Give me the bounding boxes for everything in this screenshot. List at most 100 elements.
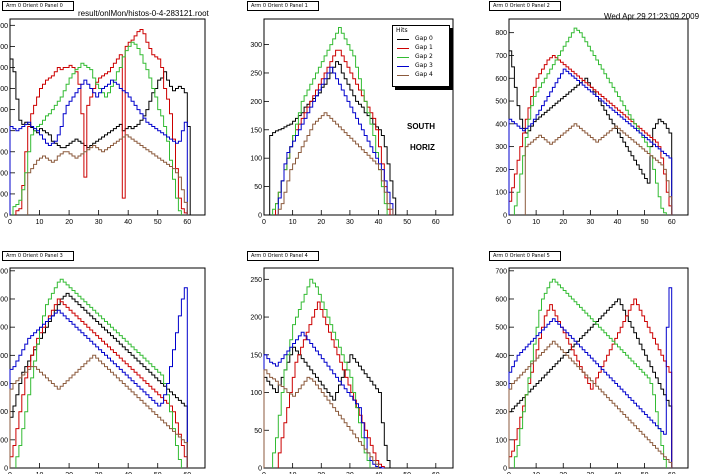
x-tick-label: 40 — [124, 219, 132, 226]
y-tick-label: 700 — [0, 65, 8, 72]
series-line-gap-0 — [9, 58, 194, 216]
x-tick-label: 0 — [8, 219, 12, 226]
series-line-gap-3 — [277, 66, 394, 215]
legend-swatch — [397, 48, 409, 49]
legend-swatch — [397, 39, 409, 40]
series-line-gap-1 — [277, 301, 385, 468]
series-line-gap-2 — [15, 278, 182, 468]
series-line-gap-2 — [513, 278, 667, 468]
legend-item: Gap 3 — [397, 62, 447, 70]
legend-label: Gap 0 — [415, 35, 433, 42]
series-line-gap-4 — [9, 354, 188, 468]
timestamp: Wed Apr 29 21:23:09 2009 — [604, 12, 700, 21]
panel-title: Arm 0 Orient 0 Panel 2 — [489, 1, 561, 11]
legend-swatch — [397, 75, 409, 76]
y-tick-label: 700 — [495, 53, 507, 60]
legend-item: Gap 0 — [397, 35, 447, 43]
legend-title: Hits — [396, 27, 408, 34]
series-line-gap-0 — [508, 298, 673, 468]
legend-label: Gap 3 — [415, 62, 433, 69]
series-line-gap-4 — [277, 112, 394, 215]
x-tick-label: 20 — [559, 472, 567, 474]
x-tick-label: 30 — [95, 219, 103, 226]
x-tick-label: 40 — [124, 472, 132, 474]
series-line-gap-0 — [9, 292, 188, 468]
x-tick-label: 40 — [614, 219, 622, 226]
y-tick-label: 200 — [250, 99, 262, 106]
series-line-gap-2 — [12, 41, 182, 215]
y-tick-label: 300 — [250, 42, 262, 49]
y-tick-label: 50 — [254, 184, 262, 191]
series-line-gap-1 — [508, 55, 673, 215]
series-line-gap-3 — [508, 287, 673, 468]
x-tick-label: 20 — [559, 219, 567, 226]
plot-frame — [263, 18, 454, 216]
y-tick-label: 200 — [250, 315, 262, 322]
y-tick-label: 600 — [495, 296, 507, 303]
y-tick-label: 200 — [0, 170, 8, 177]
x-tick-label: 0 — [507, 472, 511, 474]
y-tick-label: 300 — [495, 144, 507, 151]
legend-label: Gap 4 — [415, 71, 433, 78]
x-tick-label: 50 — [154, 219, 162, 226]
series-line-gap-1 — [508, 298, 673, 468]
series-line-gap-4 — [263, 369, 379, 468]
y-tick-label: 700 — [495, 268, 507, 275]
y-tick-label: 700 — [0, 268, 8, 275]
y-tick-label: 100 — [0, 437, 8, 444]
x-tick-label: 50 — [403, 219, 411, 226]
y-tick-label: 250 — [250, 70, 262, 77]
y-tick-label: 100 — [250, 390, 262, 397]
y-tick-label: 600 — [495, 76, 507, 83]
legend: Hits Gap 0 Gap 1 Gap 2 Gap 3 Gap 4 — [392, 25, 450, 87]
y-tick-label: 100 — [495, 437, 507, 444]
y-tick-label: 500 — [495, 99, 507, 106]
x-tick-label: 10 — [532, 219, 540, 226]
x-tick-label: 60 — [432, 472, 440, 474]
y-tick-label: 50 — [254, 428, 262, 435]
legend-item: Gap 4 — [397, 71, 447, 79]
x-tick-label: 20 — [317, 472, 325, 474]
y-tick-label: 0 — [258, 466, 262, 473]
x-tick-label: 60 — [668, 472, 676, 474]
x-tick-label: 60 — [432, 219, 440, 226]
series-line-gap-3 — [508, 68, 673, 215]
legend-swatch — [397, 57, 409, 58]
y-tick-label: 600 — [0, 296, 8, 303]
y-tick-label: 100 — [0, 191, 8, 198]
legend-item: Gap 2 — [397, 53, 447, 61]
x-tick-label: 0 — [507, 219, 511, 226]
x-tick-label: 40 — [375, 472, 383, 474]
panel-title: Arm 0 Orient 0 Panel 3 — [2, 251, 74, 261]
annotation-south: SOUTH — [407, 122, 435, 131]
y-tick-label: 100 — [495, 190, 507, 197]
x-tick-label: 20 — [65, 219, 73, 226]
y-tick-label: 150 — [250, 352, 262, 359]
y-tick-label: 600 — [0, 86, 8, 93]
series-line-gap-2 — [513, 27, 667, 215]
y-tick-label: 800 — [495, 30, 507, 37]
annotation-horiz: HORIZ — [410, 143, 435, 152]
panel-title: Arm 0 Orient 0 Panel 1 — [247, 1, 319, 11]
y-tick-label: 200 — [495, 167, 507, 174]
panel-title: Arm 0 Orient 0 Panel 4 — [247, 251, 319, 261]
y-tick-label: 0 — [503, 466, 507, 473]
x-tick-label: 10 — [36, 472, 44, 474]
y-tick-label: 300 — [0, 381, 8, 388]
series-line-gap-3 — [9, 287, 188, 468]
x-tick-label: 10 — [289, 472, 297, 474]
legend-item: Gap 1 — [397, 44, 447, 52]
x-tick-label: 10 — [289, 219, 297, 226]
panel-title: Arm 0 Orient 0 Panel 0 — [2, 1, 74, 11]
y-tick-label: 250 — [250, 277, 262, 284]
x-tick-label: 60 — [183, 472, 191, 474]
y-tick-label: 0 — [4, 466, 8, 473]
x-tick-label: 30 — [586, 472, 594, 474]
y-tick-label: 200 — [495, 409, 507, 416]
legend-label: Gap 1 — [415, 44, 433, 51]
y-tick-label: 900 — [0, 23, 8, 30]
series-line-gap-4 — [27, 134, 188, 215]
y-tick-label: 300 — [0, 149, 8, 156]
x-tick-label: 50 — [154, 472, 162, 474]
